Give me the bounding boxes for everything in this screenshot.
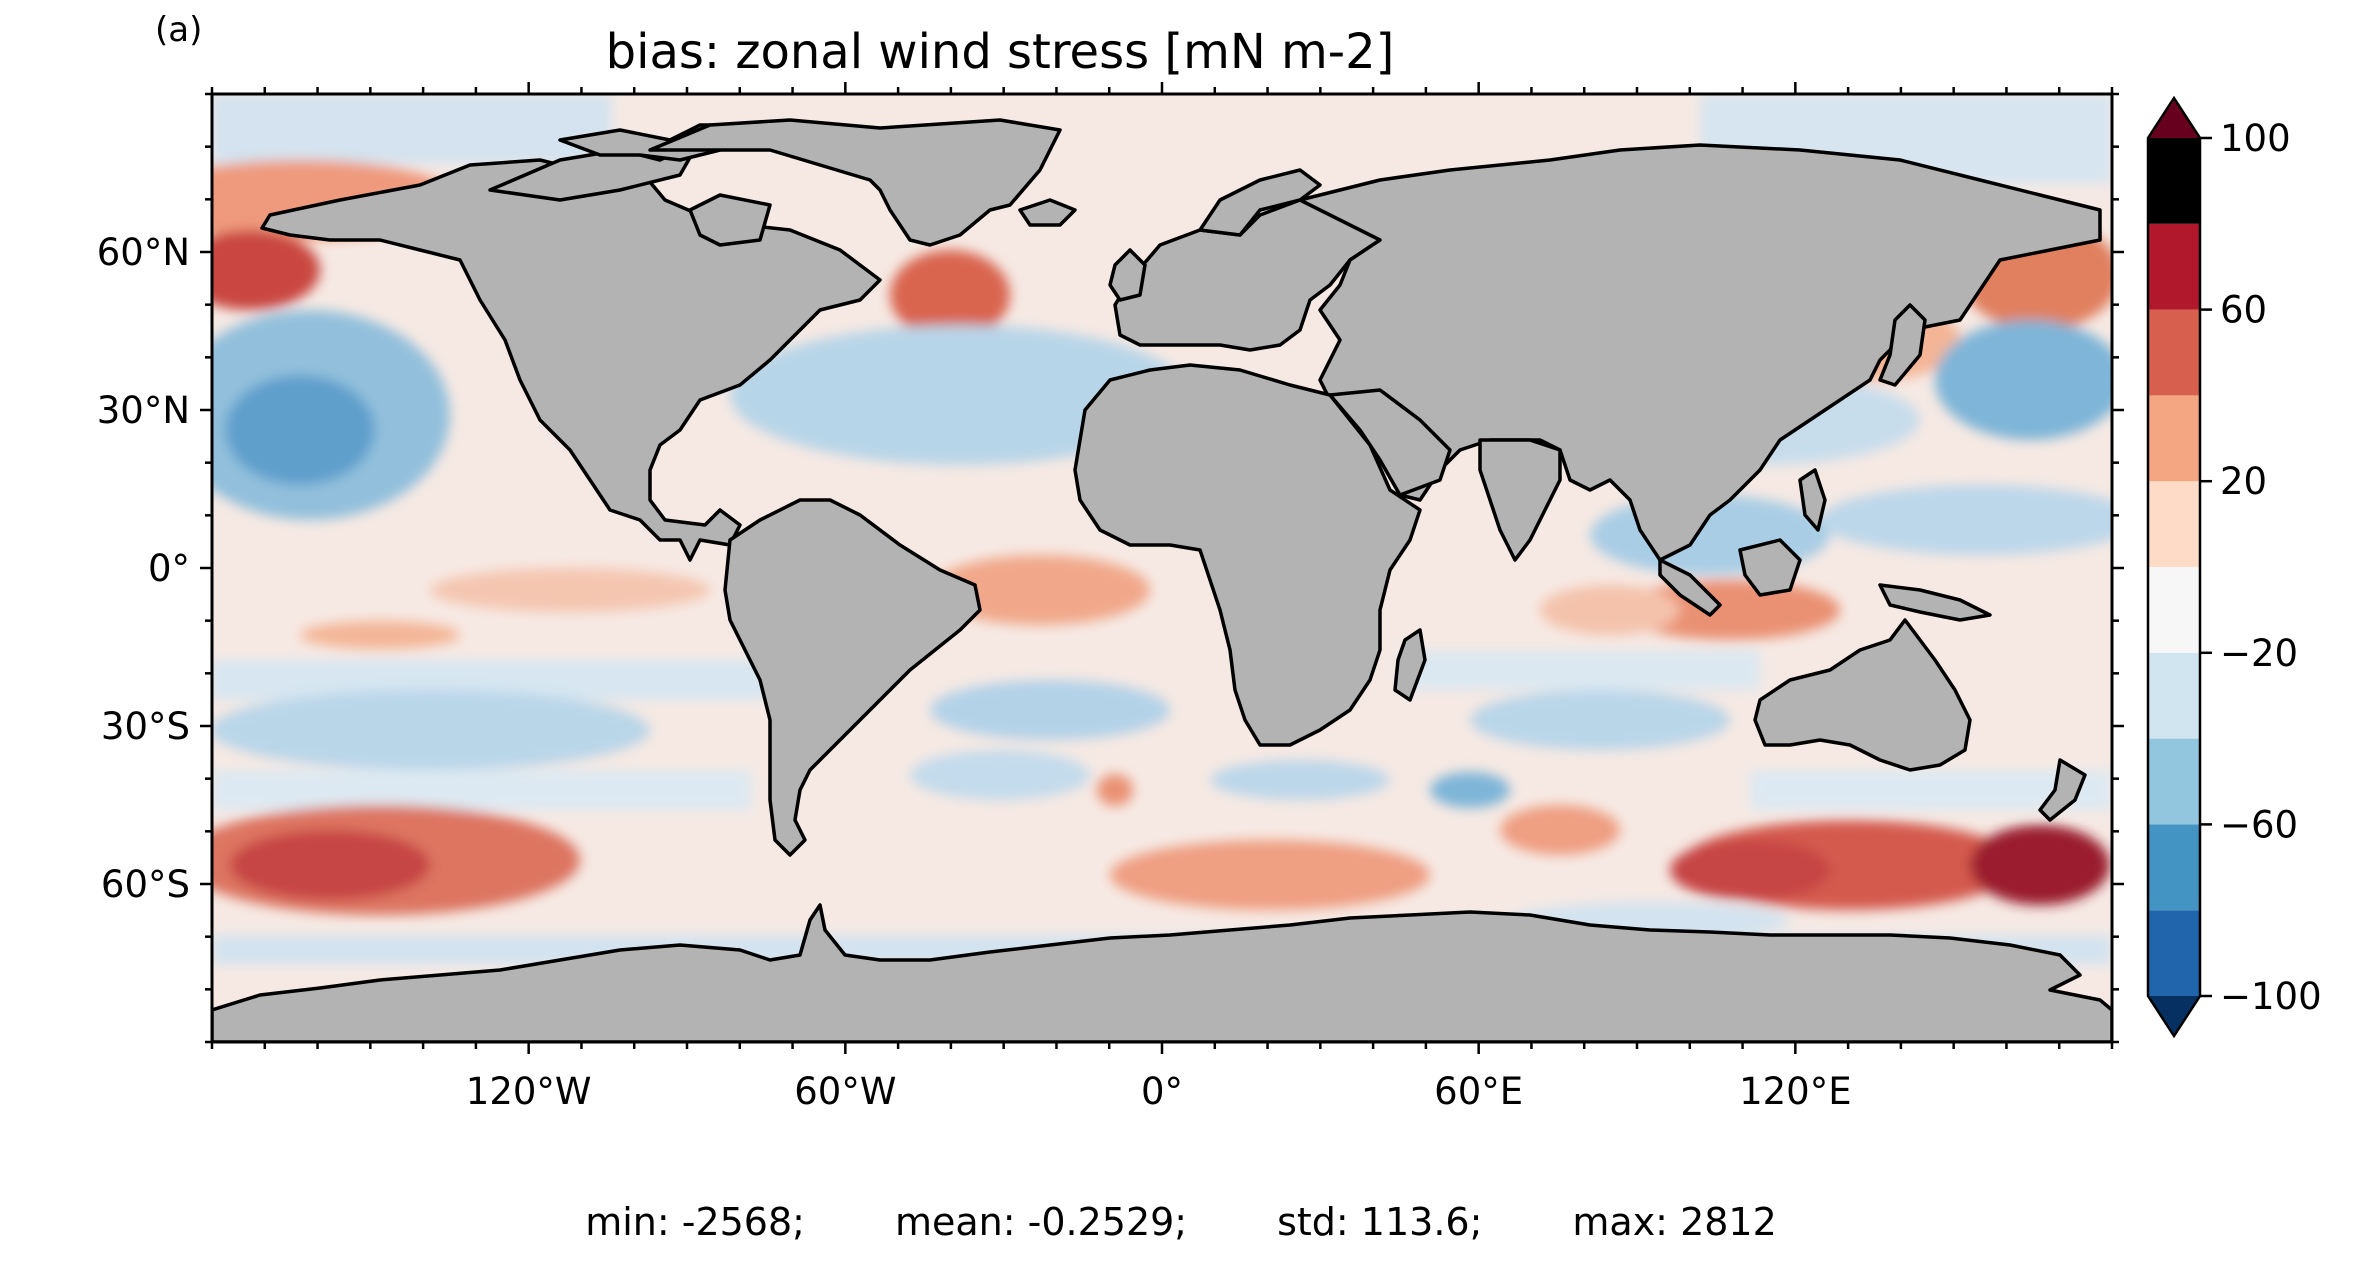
land-india — [1478, 438, 1562, 562]
stat-min: min: -2568; — [585, 1200, 805, 1244]
colorbar-segment — [2148, 567, 2200, 653]
field-blob — [1820, 485, 2112, 555]
colorbar-segment — [2148, 223, 2200, 310]
y-tick-label: 60°N — [97, 231, 190, 274]
land-greenland — [648, 118, 1062, 247]
field-blob — [910, 750, 1090, 800]
colorbar-tick-label: 20 — [2220, 460, 2267, 503]
field-blob — [1110, 840, 1430, 910]
stat-std: std: 113.6; — [1277, 1200, 1483, 1244]
land-antarctica — [212, 903, 2112, 1042]
axis-labels: 120°W 60°W 0° 60°E 120°E 60°N 30°N 0° 30°S 60°S — [97, 231, 1852, 1113]
colorbar-segment — [2148, 738, 2200, 825]
stat-max: max: 2812 — [1572, 1200, 1777, 1244]
field-blob — [212, 690, 650, 770]
field-blob — [1097, 774, 1133, 806]
land-australia — [1753, 618, 1972, 772]
colorbar-segment — [2148, 824, 2200, 911]
land-new-zealand — [2038, 758, 2087, 822]
field-blob — [730, 325, 1190, 465]
field-blob — [225, 375, 375, 485]
land-arabia — [1328, 388, 1452, 497]
field-blob — [930, 555, 1150, 625]
y-tick-label: 0° — [148, 547, 190, 590]
land-scandinavia — [1198, 168, 1322, 237]
land-british-isles — [1108, 248, 1147, 302]
x-tick-label: 120°W — [466, 1070, 592, 1113]
field-blob — [890, 250, 1010, 340]
field-blob — [230, 830, 430, 900]
y-tick-label: 60°S — [101, 863, 190, 906]
panel-label: (a) — [155, 10, 203, 50]
field-band — [212, 94, 612, 164]
field-blob — [1210, 760, 1390, 800]
x-tick-label: 120°E — [1739, 1070, 1852, 1113]
colorbar-extend-min — [2148, 996, 2200, 1036]
land-new-guinea — [1878, 583, 1992, 622]
colorbar-segment — [2148, 395, 2200, 482]
colorbar-tick-label: 60 — [2220, 289, 2267, 332]
field-blob — [1430, 772, 1510, 808]
colorbar-tick-label: 100 — [2220, 117, 2291, 160]
colorbar-segment — [2148, 138, 2200, 224]
colorbar-tick-label: −20 — [2220, 632, 2298, 675]
colorbar-tick-label: −60 — [2220, 803, 2298, 846]
colorbar — [2146, 95, 2212, 1039]
field-blob — [1500, 805, 1620, 855]
land-borneo — [1738, 538, 1802, 597]
colorbar-extend-max — [2148, 98, 2200, 138]
colorbar-labels: 100 60 20 −20 −60 −100 — [2220, 117, 2322, 1018]
field-blob — [1970, 825, 2110, 905]
land-south-america — [723, 498, 982, 857]
axis-ticks — [200, 82, 2124, 1054]
map-title-text: bias: zonal wind stress [mN m-2] — [605, 24, 1395, 80]
land-madagascar — [1393, 628, 1427, 702]
field-blob — [1935, 320, 2112, 440]
y-tick-label: 30°N — [97, 389, 190, 432]
field-blob — [1470, 690, 1730, 750]
field-band — [1400, 650, 1760, 690]
field-blob — [1670, 840, 1830, 900]
land-masses — [212, 118, 2112, 1042]
land-iceland — [1018, 198, 1077, 227]
field-blob — [212, 230, 320, 310]
field-blob — [1540, 585, 1680, 635]
map-panel — [210, 92, 2114, 1044]
x-tick-label: 60°E — [1434, 1070, 1523, 1113]
stats-line: min: -2568; mean: -0.2529; std: 113.6; max:… — [0, 1200, 2362, 1244]
land-japan — [1878, 303, 1927, 387]
x-tick-label: 60°W — [794, 1070, 896, 1113]
field-band — [212, 770, 752, 810]
colorbar-segment — [2148, 309, 2200, 396]
field-blob — [430, 568, 710, 612]
colorbar-tick-label: −100 — [2220, 975, 2322, 1018]
land-africa — [1073, 363, 1422, 747]
stat-mean: mean: -0.2529; — [894, 1200, 1188, 1244]
land-sumatra — [1658, 558, 1722, 617]
colorbar-segment — [2148, 481, 2200, 567]
y-tick-label: 30°S — [101, 705, 190, 748]
x-tick-label: 0° — [1141, 1070, 1183, 1113]
field-blob — [930, 680, 1170, 740]
land-baffin — [688, 193, 772, 247]
field-blob — [1620, 580, 1840, 640]
colorbar-segment — [2148, 910, 2200, 996]
colorbar-segment — [2148, 652, 2200, 739]
land-philippines — [1798, 468, 1827, 532]
field-blob — [300, 621, 460, 649]
